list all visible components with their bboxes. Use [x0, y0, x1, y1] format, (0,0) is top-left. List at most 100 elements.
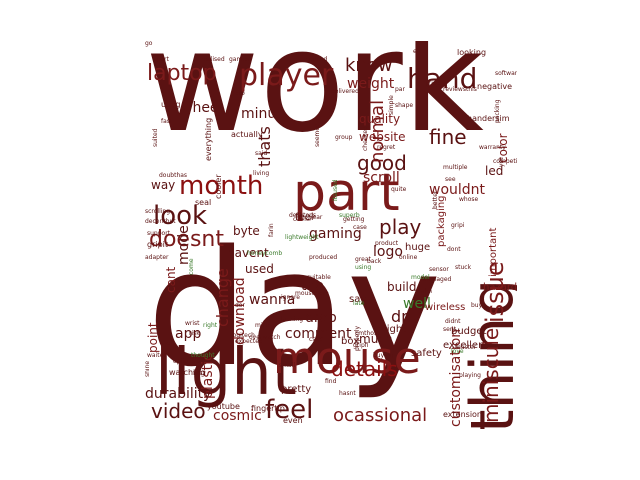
word-quite: quite: [391, 186, 407, 193]
word-handersim: handersim: [467, 114, 510, 123]
word-superb: superb: [339, 212, 360, 219]
word-games: games: [229, 56, 250, 63]
word-risk: risk: [189, 330, 200, 337]
word-using: using: [355, 264, 372, 271]
word-huge: huge: [405, 242, 431, 253]
word-didnt: didnt: [445, 318, 461, 325]
word-doubthas: doubthas: [159, 172, 188, 179]
word-checked: checked: [362, 126, 369, 151]
word-box: box: [341, 336, 360, 347]
word-properly: properly: [354, 326, 361, 351]
word-everything: everything: [204, 117, 213, 161]
word-late: late: [353, 300, 365, 307]
word-pretty: pretty: [281, 384, 312, 395]
word-planning: planning: [277, 316, 304, 323]
word-wireless: wireless: [425, 302, 466, 313]
word-video: video: [151, 399, 206, 423]
word-good: good: [357, 151, 407, 175]
word-doesnt: doesnt: [149, 227, 224, 252]
word-gripfi: gripfi: [353, 342, 369, 349]
word-actually: actually: [231, 130, 263, 139]
word-day: day: [147, 215, 442, 402]
word-safety: safety: [411, 348, 442, 359]
word-wrist: wrist: [185, 320, 200, 327]
word-regret: regret: [377, 144, 396, 151]
word-logitech: logitech: [231, 332, 255, 339]
word-details: details: [331, 357, 398, 381]
word-farin: farin: [268, 223, 275, 237]
word-cosmic: cosmic: [213, 408, 262, 424]
word-competitive: competitive: [493, 158, 517, 165]
word-scrolling: scrolling: [145, 208, 171, 215]
word-adapter: adapter: [145, 254, 169, 261]
word-player: player: [239, 58, 334, 93]
word-case: case: [353, 224, 367, 231]
word-lightweight: lightweight: [285, 234, 319, 241]
word-go: go: [145, 41, 153, 47]
word-light: light: [155, 336, 297, 410]
word-come: come: [188, 258, 195, 275]
word-look: look: [153, 201, 208, 231]
word-master: master: [455, 344, 477, 351]
word-dor: dor: [235, 302, 245, 309]
word-buying: buying: [373, 352, 394, 359]
word-simple: simple: [388, 95, 395, 115]
word-shape: shape: [395, 102, 414, 109]
word-etc: etc: [413, 48, 423, 55]
word-negative: negative: [477, 82, 512, 91]
word-fast: fast: [161, 118, 173, 125]
word-led: led: [485, 164, 504, 178]
word-much: much: [359, 332, 393, 346]
word-honeycomb: honeycomb: [247, 250, 283, 257]
word-mice: mice: [255, 322, 270, 329]
word-dpi: dpi: [391, 307, 416, 326]
word-better: better: [432, 190, 439, 209]
word-wouldnt: wouldnt: [429, 182, 486, 198]
word-fingertip: fingertip: [251, 404, 285, 413]
word-suited: suited: [152, 128, 159, 147]
word-mouse: mouse: [273, 333, 421, 384]
word-youtube: youtube: [207, 402, 240, 411]
word-stuck: stuck: [455, 264, 472, 271]
word-havent: havent: [227, 246, 269, 260]
word-love: love: [451, 348, 464, 355]
word-great: great: [355, 256, 371, 263]
word-delivered: delivered: [331, 88, 359, 95]
word-noticed: noticed: [305, 56, 328, 63]
word-year: year: [309, 214, 323, 221]
word-seal: seal: [195, 198, 212, 207]
word-seemed: seemed: [314, 123, 321, 147]
word-feel: feel: [295, 212, 314, 223]
word-gaming: gaming: [309, 226, 362, 242]
word-overwatch: overwatch: [249, 334, 281, 341]
word-play: play: [379, 215, 422, 239]
word-group: group: [335, 134, 353, 141]
word-watching: watching: [169, 368, 206, 377]
word-buy: buy: [471, 302, 483, 309]
word-first: first: [193, 370, 205, 377]
word-part: part: [293, 163, 400, 223]
word-gripi: gripi: [451, 222, 465, 229]
word-logo: logo: [373, 244, 403, 260]
word-important: important: [488, 227, 499, 277]
word-point: point: [146, 322, 160, 353]
word-cant: cant: [164, 266, 178, 293]
word-app: app: [175, 326, 202, 342]
word-work: work: [145, 41, 484, 164]
word-shine: shine: [145, 360, 151, 377]
word-wanna: wanna: [249, 292, 296, 308]
word-gripit: gripit: [147, 240, 169, 249]
word-multiple: multiple: [443, 164, 468, 171]
word-itsused: itsused: [332, 179, 339, 201]
word-online: online: [399, 254, 418, 261]
word-know: know: [345, 55, 393, 76]
word-playing: playing: [459, 372, 481, 379]
word-model: model: [411, 274, 430, 281]
word-looking: looking: [457, 48, 487, 57]
word-fine: fine: [429, 125, 467, 149]
word-realised: realised: [201, 56, 225, 63]
word-expected: expected: [235, 338, 263, 345]
word-hasnt: hasnt: [339, 390, 356, 397]
word-produced: produced: [309, 254, 338, 261]
